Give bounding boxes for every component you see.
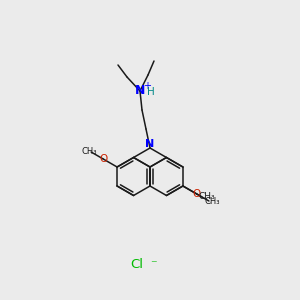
Text: ⁻: ⁻ [150,259,156,272]
Text: N: N [135,85,145,98]
Text: H: H [147,87,155,97]
Text: CH₃: CH₃ [204,196,220,206]
Text: +: + [143,81,151,91]
Text: O: O [99,154,107,164]
Text: CH₃: CH₃ [199,191,215,200]
Text: O: O [193,189,201,199]
Text: Cl: Cl [130,259,143,272]
Text: CH₃: CH₃ [81,148,97,157]
Text: N: N [146,139,154,149]
